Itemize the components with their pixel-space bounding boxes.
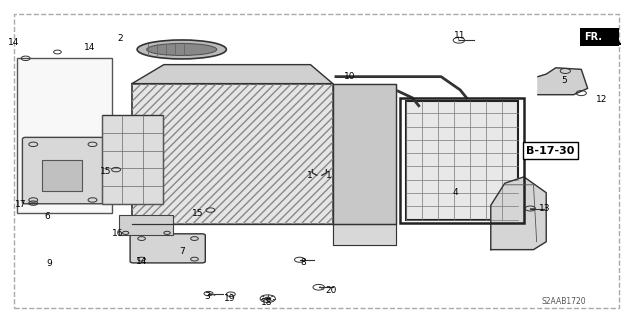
Ellipse shape: [137, 40, 227, 59]
Text: 13: 13: [540, 204, 550, 213]
Text: FR.: FR.: [584, 32, 602, 42]
FancyBboxPatch shape: [132, 84, 333, 224]
Text: 4: 4: [452, 188, 458, 197]
Text: 8: 8: [300, 258, 306, 267]
Text: 1: 1: [326, 171, 332, 180]
Text: 5: 5: [561, 76, 566, 85]
Ellipse shape: [147, 43, 217, 56]
Polygon shape: [333, 84, 396, 224]
Text: 14: 14: [8, 38, 19, 47]
Text: 15: 15: [192, 209, 204, 218]
Text: 12: 12: [596, 95, 607, 104]
Text: 1: 1: [307, 171, 312, 180]
FancyBboxPatch shape: [22, 137, 104, 204]
Circle shape: [264, 297, 271, 300]
FancyBboxPatch shape: [42, 160, 82, 191]
Text: 19: 19: [225, 293, 236, 302]
Polygon shape: [491, 177, 546, 250]
Text: 17: 17: [15, 200, 27, 209]
Text: 3: 3: [205, 292, 211, 300]
Text: 15: 15: [99, 167, 111, 176]
Text: 6: 6: [45, 212, 51, 221]
FancyBboxPatch shape: [17, 58, 111, 213]
Text: 2: 2: [118, 34, 124, 43]
Text: 18: 18: [260, 298, 272, 307]
Text: S2AAB1720: S2AAB1720: [541, 297, 586, 306]
Text: 14: 14: [136, 257, 147, 266]
FancyBboxPatch shape: [406, 101, 518, 219]
Text: 7: 7: [179, 247, 184, 256]
Text: 9: 9: [47, 259, 52, 268]
Text: B-17-30: B-17-30: [527, 146, 575, 156]
FancyBboxPatch shape: [130, 234, 205, 263]
FancyBboxPatch shape: [102, 115, 163, 204]
FancyBboxPatch shape: [580, 28, 620, 46]
Polygon shape: [132, 224, 396, 245]
FancyBboxPatch shape: [119, 215, 173, 235]
Text: 11: 11: [454, 31, 466, 40]
Polygon shape: [132, 65, 333, 84]
Polygon shape: [538, 68, 588, 95]
Text: 14: 14: [84, 43, 95, 52]
Text: 16: 16: [112, 229, 124, 238]
Text: 20: 20: [325, 286, 337, 295]
Text: 10: 10: [344, 72, 355, 81]
